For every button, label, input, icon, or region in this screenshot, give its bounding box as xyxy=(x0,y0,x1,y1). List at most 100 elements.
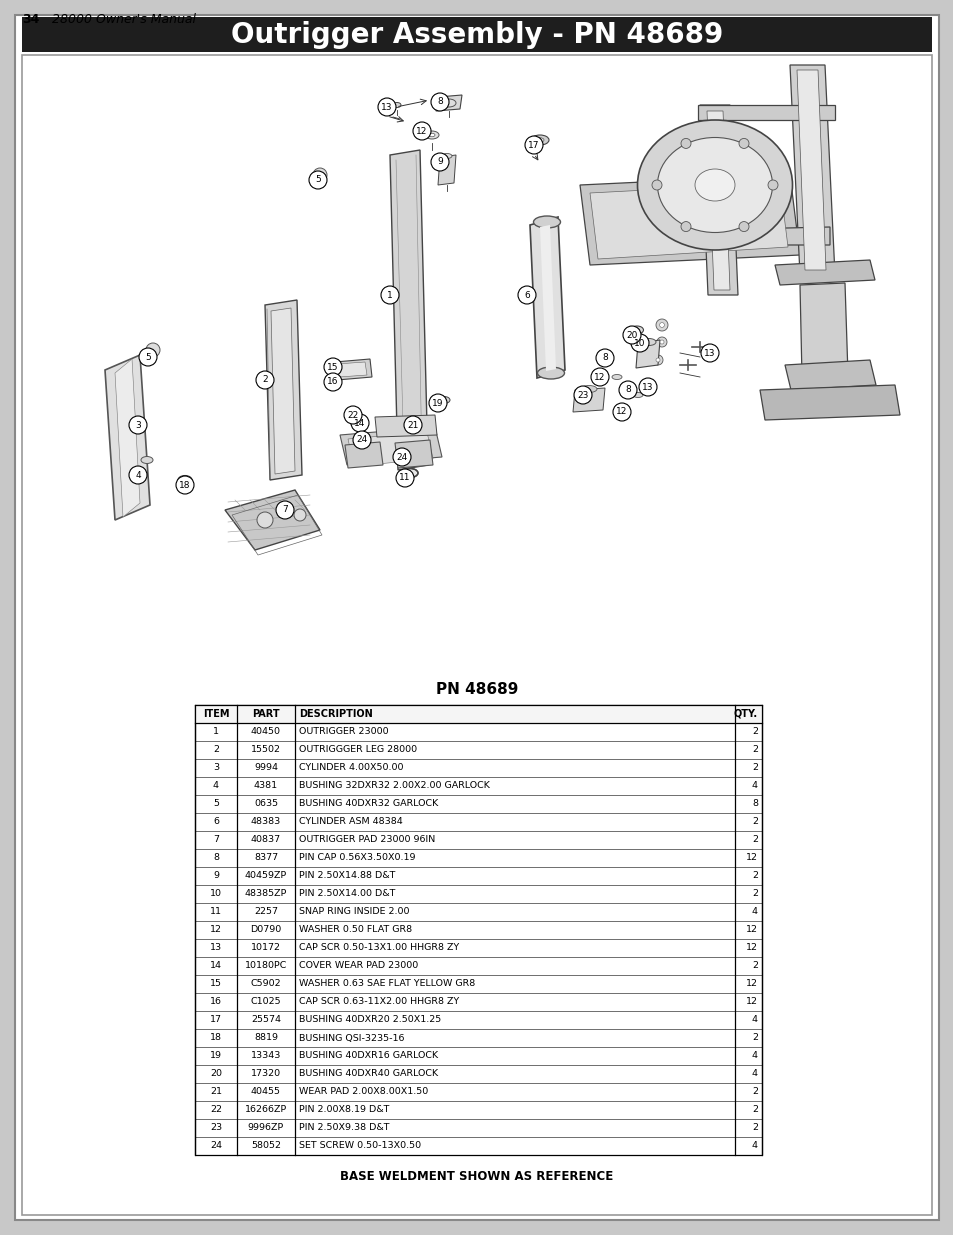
Text: 12: 12 xyxy=(745,853,758,862)
Text: 14: 14 xyxy=(354,419,365,427)
Text: PN 48689: PN 48689 xyxy=(436,682,517,697)
Text: 2: 2 xyxy=(751,1105,758,1114)
Text: WEAR PAD 2.00X8.00X1.50: WEAR PAD 2.00X8.00X1.50 xyxy=(298,1088,428,1097)
Circle shape xyxy=(255,370,274,389)
Polygon shape xyxy=(437,156,456,185)
Circle shape xyxy=(380,287,398,304)
Text: 13: 13 xyxy=(703,348,715,357)
Circle shape xyxy=(659,322,663,327)
Text: 12: 12 xyxy=(745,979,758,988)
Text: 2: 2 xyxy=(751,962,758,971)
Circle shape xyxy=(256,513,273,529)
Polygon shape xyxy=(345,442,382,468)
Text: 22: 22 xyxy=(210,1105,222,1114)
Text: 5: 5 xyxy=(213,799,219,809)
Text: 2: 2 xyxy=(751,1034,758,1042)
Polygon shape xyxy=(760,385,899,420)
Text: 17320: 17320 xyxy=(251,1070,281,1078)
Text: 2: 2 xyxy=(262,375,268,384)
Circle shape xyxy=(613,403,630,421)
Circle shape xyxy=(639,378,657,396)
Text: 8377: 8377 xyxy=(253,853,277,862)
Text: 1: 1 xyxy=(213,727,219,736)
Text: 2: 2 xyxy=(751,1124,758,1132)
Text: 4: 4 xyxy=(213,782,219,790)
Text: PIN 2.50X9.38 D&T: PIN 2.50X9.38 D&T xyxy=(298,1124,389,1132)
Polygon shape xyxy=(395,440,433,468)
Text: 2: 2 xyxy=(751,889,758,899)
Polygon shape xyxy=(698,105,834,120)
Text: 7: 7 xyxy=(282,505,288,515)
Text: OUTRIGGGER LEG 28000: OUTRIGGGER LEG 28000 xyxy=(298,746,416,755)
Text: PIN CAP 0.56X3.50X0.19: PIN CAP 0.56X3.50X0.19 xyxy=(298,853,416,862)
Text: PIN 2.50X14.00 D&T: PIN 2.50X14.00 D&T xyxy=(298,889,395,899)
Ellipse shape xyxy=(612,374,621,379)
Ellipse shape xyxy=(633,393,642,398)
Text: 40459ZP: 40459ZP xyxy=(245,872,287,881)
Circle shape xyxy=(129,416,147,433)
Circle shape xyxy=(395,469,414,487)
Text: 24: 24 xyxy=(356,436,367,445)
Text: 13: 13 xyxy=(381,103,393,111)
Polygon shape xyxy=(348,432,433,466)
Circle shape xyxy=(767,180,778,190)
Text: 4: 4 xyxy=(751,1051,758,1061)
Polygon shape xyxy=(636,340,659,368)
Text: QTY.: QTY. xyxy=(733,709,758,719)
Ellipse shape xyxy=(531,135,548,144)
Circle shape xyxy=(622,326,640,345)
Text: 3: 3 xyxy=(135,420,141,430)
Text: 24: 24 xyxy=(210,1141,222,1151)
Text: 21: 21 xyxy=(210,1088,222,1097)
Text: 11: 11 xyxy=(210,908,222,916)
FancyBboxPatch shape xyxy=(194,705,761,722)
Ellipse shape xyxy=(429,133,435,137)
Circle shape xyxy=(324,373,341,391)
Text: 4: 4 xyxy=(751,782,758,790)
Text: Outrigger Assembly - PN 48689: Outrigger Assembly - PN 48689 xyxy=(231,21,722,49)
Text: 3: 3 xyxy=(213,763,219,773)
Text: PIN 2.50X14.88 D&T: PIN 2.50X14.88 D&T xyxy=(298,872,395,881)
Text: BUSHING 40DXR40 GARLOCK: BUSHING 40DXR40 GARLOCK xyxy=(298,1070,437,1078)
Circle shape xyxy=(344,406,361,424)
Text: BUSHING 40DXR20 2.50X1.25: BUSHING 40DXR20 2.50X1.25 xyxy=(298,1015,441,1025)
Circle shape xyxy=(175,475,193,494)
Polygon shape xyxy=(336,362,367,377)
Text: 20: 20 xyxy=(626,331,637,340)
Text: 6: 6 xyxy=(523,290,529,300)
Circle shape xyxy=(309,170,327,189)
Ellipse shape xyxy=(178,475,192,484)
Ellipse shape xyxy=(182,478,188,482)
Ellipse shape xyxy=(393,103,400,107)
Text: 12: 12 xyxy=(594,373,605,382)
Polygon shape xyxy=(774,261,874,285)
Text: SNAP RING INSIDE 2.00: SNAP RING INSIDE 2.00 xyxy=(298,908,409,916)
Ellipse shape xyxy=(424,131,438,140)
Text: WASHER 0.50 FLAT GR8: WASHER 0.50 FLAT GR8 xyxy=(298,925,412,935)
Circle shape xyxy=(739,221,748,232)
Text: 8: 8 xyxy=(751,799,758,809)
Circle shape xyxy=(353,431,371,450)
Text: 15502: 15502 xyxy=(251,746,281,755)
Circle shape xyxy=(429,394,447,412)
Ellipse shape xyxy=(657,137,772,232)
Circle shape xyxy=(413,122,431,140)
Text: 2257: 2257 xyxy=(253,908,277,916)
Circle shape xyxy=(313,168,327,182)
Polygon shape xyxy=(589,183,787,259)
Text: 7: 7 xyxy=(213,836,219,845)
Text: 10: 10 xyxy=(634,338,645,347)
Text: 58052: 58052 xyxy=(251,1141,281,1151)
Text: 19: 19 xyxy=(210,1051,222,1061)
Circle shape xyxy=(596,350,614,367)
Text: 12: 12 xyxy=(416,126,427,136)
Ellipse shape xyxy=(641,338,656,346)
Text: CYLINDER ASM 48384: CYLINDER ASM 48384 xyxy=(298,818,402,826)
Text: 19: 19 xyxy=(432,399,443,408)
Text: COVER WEAR PAD 23000: COVER WEAR PAD 23000 xyxy=(298,962,417,971)
Text: 15: 15 xyxy=(210,979,222,988)
Text: WASHER 0.63 SAE FLAT YELLOW GR8: WASHER 0.63 SAE FLAT YELLOW GR8 xyxy=(298,979,475,988)
Circle shape xyxy=(377,98,395,116)
Text: 23: 23 xyxy=(577,390,588,399)
Circle shape xyxy=(680,221,690,232)
